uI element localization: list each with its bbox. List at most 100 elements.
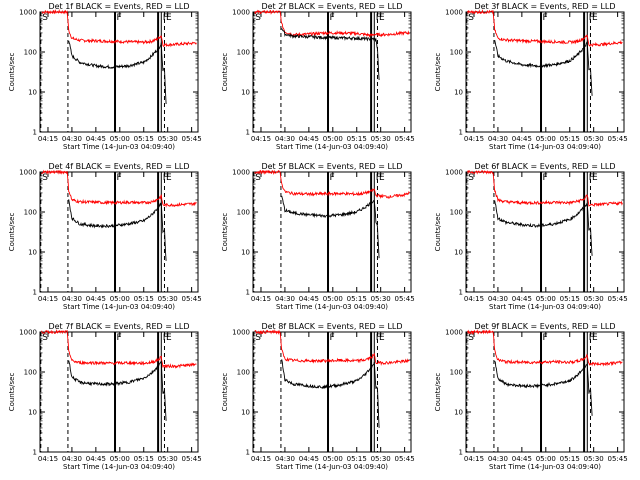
y-axis-label: Counts/sec — [434, 213, 442, 252]
y-tick-label: 100 — [450, 209, 463, 217]
y-axis-label: Counts/sec — [8, 213, 16, 252]
x-tick-label: 05:45 — [182, 135, 202, 143]
x-tick-label: 04:45 — [512, 135, 532, 143]
plot-frame — [252, 171, 412, 293]
x-tick-label: 05:00 — [110, 135, 130, 143]
x-tick-label: 05:30 — [371, 455, 391, 463]
marker-label: S — [468, 333, 474, 343]
y-axis-label: Counts/sec — [221, 213, 229, 252]
y-axis-label: Counts/sec — [8, 373, 16, 412]
y-tick-label: 10 — [241, 89, 250, 97]
y-axis-label: Counts/sec — [434, 373, 442, 412]
x-tick-label: 04:15 — [464, 455, 484, 463]
x-tick-label: 04:15 — [251, 295, 271, 303]
y-tick-label: 1 — [33, 129, 37, 137]
marker-label: F — [376, 13, 381, 23]
y-tick-label: 1 — [459, 289, 463, 297]
marker-label: E — [166, 13, 172, 23]
x-tick-label: 04:15 — [251, 135, 271, 143]
panel-det-9: Det 9f BLACK = Events, RED = LLD 1 10 100 10… — [434, 322, 628, 471]
panel-det-2: Det 2f BLACK = Events, RED = LLD 1 10 100 10… — [221, 2, 415, 151]
x-tick-label: 04:45 — [86, 135, 106, 143]
marker-label: F — [376, 173, 381, 183]
y-tick-label: 10 — [28, 409, 37, 417]
x-tick-label: 05:45 — [608, 135, 628, 143]
panel-title: Det 9f BLACK = Events, RED = LLD — [474, 322, 615, 331]
x-tick-label: 04:45 — [512, 455, 532, 463]
marker-label: F — [543, 173, 548, 183]
marker-label: S — [42, 13, 48, 23]
x-axis-label: Start Time (14-Jun-03 04:09:40) — [63, 143, 175, 151]
marker-label: S — [468, 13, 474, 23]
series-black-events — [68, 40, 167, 105]
x-tick-label: 05:15 — [347, 455, 367, 463]
x-tick-label: 04:15 — [464, 295, 484, 303]
y-tick-label: 1000 — [445, 169, 463, 177]
y-tick-label: 1000 — [232, 9, 250, 17]
panel-title: Det 5f BLACK = Events, RED = LLD — [261, 162, 402, 171]
y-tick-label: 10 — [241, 249, 250, 257]
x-tick-label: 05:45 — [395, 135, 415, 143]
x-tick-label: 05:30 — [584, 455, 604, 463]
marker-label: S — [255, 13, 261, 23]
marker-label: S — [42, 173, 48, 183]
series-black-events — [494, 200, 593, 256]
marker-label: E — [379, 13, 385, 23]
x-tick-label: 05:30 — [584, 135, 604, 143]
y-tick-label: 1000 — [445, 9, 463, 17]
y-axis-label: Counts/sec — [434, 53, 442, 92]
x-tick-label: 04:15 — [464, 135, 484, 143]
marker-label: F — [163, 13, 168, 23]
x-tick-label: 05:00 — [536, 295, 556, 303]
x-tick-label: 04:45 — [299, 135, 319, 143]
x-tick-label: 04:15 — [38, 455, 58, 463]
y-tick-label: 1 — [246, 449, 250, 457]
x-axis-label: Start Time (14-Jun-03 04:09:40) — [63, 303, 175, 311]
marker-label: E — [379, 173, 385, 183]
series-black-events — [494, 360, 593, 416]
marker-label: F — [163, 333, 168, 343]
y-tick-label: 100 — [24, 49, 37, 57]
y-axis-label: Counts/sec — [221, 373, 229, 412]
marker-label: F — [589, 173, 594, 183]
x-tick-label: 04:45 — [86, 455, 106, 463]
x-tick-label: 04:30 — [62, 295, 82, 303]
marker-label: F — [117, 173, 122, 183]
plot-frame — [39, 331, 199, 453]
y-tick-label: 10 — [28, 249, 37, 257]
x-tick-label: 05:15 — [134, 135, 154, 143]
plot-frame — [465, 331, 625, 453]
x-tick-label: 05:15 — [134, 295, 154, 303]
x-tick-label: 05:30 — [158, 295, 178, 303]
y-tick-label: 1000 — [232, 329, 250, 337]
series-red-lld — [41, 8, 197, 48]
panel-det-3: Det 3f BLACK = Events, RED = LLD 1 10 100 10… — [434, 2, 628, 151]
series-red-lld — [254, 9, 410, 38]
x-tick-label: 05:00 — [323, 135, 343, 143]
marker-label: E — [166, 333, 172, 343]
x-tick-label: 04:30 — [488, 455, 508, 463]
x-tick-label: 04:30 — [275, 455, 295, 463]
x-tick-label: 04:30 — [275, 295, 295, 303]
panel-det-7: Det 7f BLACK = Events, RED = LLD 1 10 100 10… — [8, 322, 202, 471]
x-tick-label: 05:00 — [110, 295, 130, 303]
x-axis-label: Start Time (14-Jun-03 04:09:40) — [489, 463, 601, 471]
panel-det-8: Det 8f BLACK = Events, RED = LLD 1 10 100 10… — [221, 322, 415, 471]
panel-title: Det 6f BLACK = Events, RED = LLD — [474, 162, 615, 171]
series-black-events — [68, 199, 167, 261]
x-tick-label: 05:45 — [395, 295, 415, 303]
series-black-events — [281, 359, 380, 428]
x-tick-label: 04:30 — [62, 455, 82, 463]
plot-frame — [465, 171, 625, 293]
marker-label: F — [330, 13, 335, 23]
x-axis-label: Start Time (14-Jun-03 04:09:40) — [276, 143, 388, 151]
y-tick-label: 1 — [459, 449, 463, 457]
x-tick-label: 05:30 — [158, 135, 178, 143]
panel-title: Det 1f BLACK = Events, RED = LLD — [48, 2, 189, 11]
series-red-lld — [254, 169, 410, 199]
marker-label: E — [379, 333, 385, 343]
x-tick-label: 05:00 — [536, 455, 556, 463]
marker-label: S — [42, 333, 48, 343]
x-tick-label: 05:00 — [323, 295, 343, 303]
